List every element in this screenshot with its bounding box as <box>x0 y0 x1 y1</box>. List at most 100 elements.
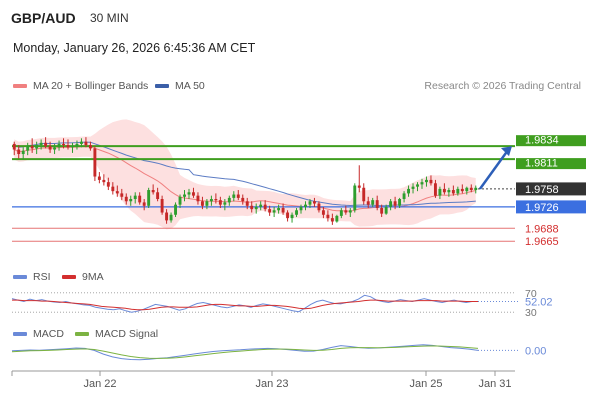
x-tick-label-1: Jan 23 <box>255 378 288 390</box>
candle-body <box>407 188 411 194</box>
candle-80 <box>371 197 375 207</box>
candle-14 <box>75 140 79 150</box>
candle-88 <box>407 185 411 197</box>
candle-59 <box>277 204 281 214</box>
candle-body <box>66 145 70 148</box>
candle-46 <box>218 196 222 209</box>
candle-body <box>330 218 334 222</box>
candle-7 <box>44 137 48 149</box>
candle-33 <box>160 195 164 215</box>
macd-signal-line <box>11 345 479 359</box>
candle-body <box>218 200 222 205</box>
level-label-1-9726: 1.9726 <box>525 202 559 214</box>
candle-body <box>263 204 267 210</box>
candle-body <box>375 200 379 209</box>
candle-35 <box>169 212 173 223</box>
candle-body <box>469 187 473 191</box>
rsi-ma-line <box>12 299 478 311</box>
candle-body <box>384 206 388 214</box>
candle-body <box>425 179 428 183</box>
candle-body <box>192 192 195 196</box>
legend-macd-signal-label: MACD Signal <box>95 328 159 340</box>
candle-body <box>106 182 110 187</box>
candle-body <box>456 188 460 194</box>
candle-body <box>438 188 442 196</box>
candle-body <box>200 201 204 206</box>
macd-signal-swatch <box>75 332 89 336</box>
rsi-swatch <box>13 275 27 279</box>
candle-body <box>21 150 25 155</box>
candle-body <box>474 187 478 191</box>
candle-body <box>142 202 146 206</box>
legend-macd: MACD <box>13 328 64 340</box>
candle-body <box>169 214 173 221</box>
timeframe-label[interactable]: 30 MIN <box>90 11 129 25</box>
candle-body <box>75 143 79 147</box>
candle-body <box>97 176 101 180</box>
candle-body <box>71 146 74 148</box>
copyright-text: Research © 2026 Trading Central <box>424 80 581 92</box>
candle-30 <box>147 187 151 209</box>
candle-body <box>227 197 231 203</box>
candle-75 <box>348 208 352 218</box>
ma50-swatch <box>155 84 169 88</box>
candle-25 <box>124 193 128 205</box>
candle-body <box>165 212 169 221</box>
candle-97 <box>447 187 451 197</box>
candle-11 <box>62 138 65 149</box>
candle-body <box>380 208 384 214</box>
candle-body <box>442 188 446 193</box>
candle-92 <box>425 176 428 187</box>
candle-48 <box>227 195 231 206</box>
candle-body <box>277 208 281 211</box>
rsi-level-label-70: 70 <box>525 288 537 300</box>
candle-body <box>371 200 375 205</box>
candle-body <box>57 143 61 148</box>
candle-34 <box>165 209 169 224</box>
candle-13 <box>71 142 74 153</box>
candle-49 <box>232 191 236 202</box>
bollinger-band <box>14 119 476 230</box>
candle-body <box>250 205 254 210</box>
level-label-1-9811: 1.9811 <box>525 158 558 170</box>
legend-macd-signal: MACD Signal <box>75 328 158 340</box>
candle-44 <box>209 195 213 206</box>
candle-body <box>48 146 52 150</box>
candle-15 <box>79 138 83 148</box>
candle-57 <box>268 205 272 216</box>
candle-body <box>236 194 240 198</box>
candle-body <box>209 199 213 202</box>
candle-body <box>111 186 115 192</box>
candle-89 <box>411 183 415 194</box>
legend-ma20-label: MA 20 + Bollinger Bands <box>33 80 149 92</box>
candle-body <box>268 209 272 213</box>
candle-body <box>447 190 451 193</box>
candle-body <box>26 146 30 151</box>
candle-81 <box>375 195 379 211</box>
candle-body <box>259 204 263 207</box>
candle-102 <box>469 184 473 193</box>
projection-arrow-head <box>501 146 512 157</box>
candle-body <box>254 206 258 210</box>
x-tick-label-2: Jan 25 <box>409 378 442 390</box>
candle-17 <box>88 141 92 151</box>
level-label-1-9726-box <box>516 200 586 214</box>
candle-body <box>308 201 312 205</box>
candle-body <box>317 203 321 211</box>
candle-body <box>281 208 285 213</box>
candle-29 <box>142 199 146 211</box>
candle-16 <box>84 137 88 148</box>
candle-body <box>299 206 303 211</box>
candle-body <box>151 190 155 193</box>
candle-22 <box>111 182 115 195</box>
candle-101 <box>465 186 469 195</box>
candle-55 <box>259 201 263 211</box>
candle-body <box>353 185 357 211</box>
candle-body <box>402 193 406 200</box>
candle-body <box>290 214 294 219</box>
candle-93 <box>429 175 433 186</box>
level-label-1-9834: 1.9834 <box>525 135 559 147</box>
candle-38 <box>183 190 186 202</box>
candle-body <box>321 210 325 215</box>
